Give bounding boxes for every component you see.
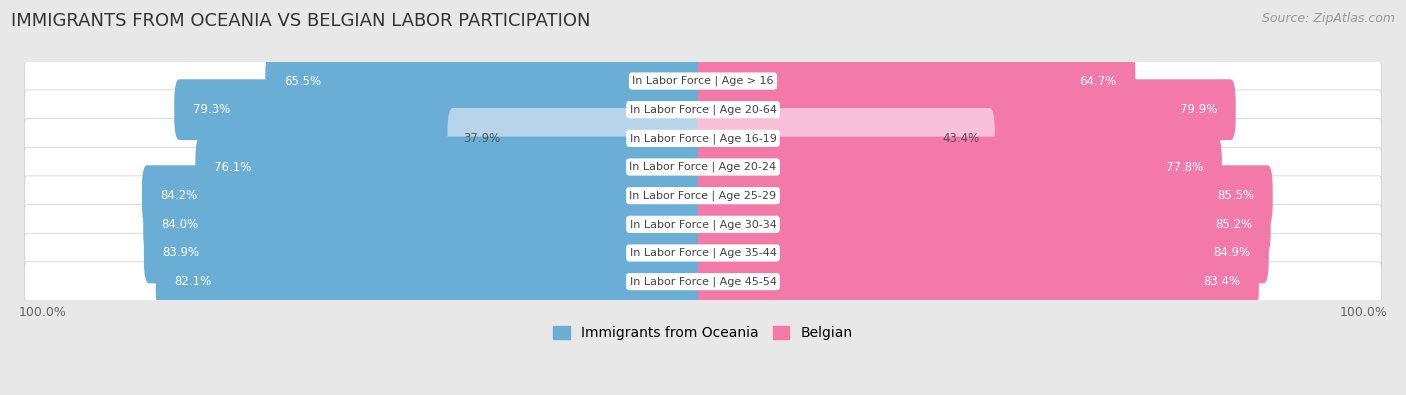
FancyBboxPatch shape	[697, 251, 1258, 312]
FancyBboxPatch shape	[697, 137, 1222, 198]
FancyBboxPatch shape	[24, 176, 1382, 215]
Text: 43.4%: 43.4%	[942, 132, 980, 145]
Text: 65.5%: 65.5%	[284, 75, 321, 88]
Text: 77.8%: 77.8%	[1166, 160, 1204, 173]
FancyBboxPatch shape	[24, 262, 1382, 301]
Text: IMMIGRANTS FROM OCEANIA VS BELGIAN LABOR PARTICIPATION: IMMIGRANTS FROM OCEANIA VS BELGIAN LABOR…	[11, 12, 591, 30]
Text: 83.9%: 83.9%	[162, 246, 200, 260]
Text: 84.0%: 84.0%	[162, 218, 198, 231]
FancyBboxPatch shape	[143, 194, 709, 255]
FancyBboxPatch shape	[142, 165, 709, 226]
FancyBboxPatch shape	[697, 165, 1272, 226]
FancyBboxPatch shape	[174, 79, 709, 140]
Text: 85.5%: 85.5%	[1218, 189, 1254, 202]
FancyBboxPatch shape	[24, 90, 1382, 130]
FancyBboxPatch shape	[266, 51, 709, 111]
FancyBboxPatch shape	[697, 223, 1268, 283]
Text: 84.2%: 84.2%	[160, 189, 198, 202]
Text: In Labor Force | Age 20-64: In Labor Force | Age 20-64	[630, 104, 776, 115]
Text: 83.4%: 83.4%	[1204, 275, 1240, 288]
Text: 85.2%: 85.2%	[1215, 218, 1253, 231]
FancyBboxPatch shape	[697, 51, 1136, 111]
Text: Source: ZipAtlas.com: Source: ZipAtlas.com	[1261, 12, 1395, 25]
Text: In Labor Force | Age 35-44: In Labor Force | Age 35-44	[630, 248, 776, 258]
Legend: Immigrants from Oceania, Belgian: Immigrants from Oceania, Belgian	[548, 321, 858, 346]
FancyBboxPatch shape	[24, 233, 1382, 273]
Text: 76.1%: 76.1%	[214, 160, 252, 173]
Text: 84.9%: 84.9%	[1213, 246, 1250, 260]
Text: In Labor Force | Age 30-34: In Labor Force | Age 30-34	[630, 219, 776, 229]
FancyBboxPatch shape	[24, 147, 1382, 187]
FancyBboxPatch shape	[156, 251, 709, 312]
FancyBboxPatch shape	[24, 61, 1382, 101]
Text: 79.9%: 79.9%	[1180, 103, 1218, 116]
Text: 79.3%: 79.3%	[193, 103, 231, 116]
Text: In Labor Force | Age 45-54: In Labor Force | Age 45-54	[630, 276, 776, 287]
FancyBboxPatch shape	[195, 137, 709, 198]
Text: 37.9%: 37.9%	[463, 132, 501, 145]
FancyBboxPatch shape	[697, 194, 1271, 255]
FancyBboxPatch shape	[24, 118, 1382, 158]
FancyBboxPatch shape	[697, 108, 995, 169]
Text: In Labor Force | Age > 16: In Labor Force | Age > 16	[633, 76, 773, 86]
Text: In Labor Force | Age 16-19: In Labor Force | Age 16-19	[630, 133, 776, 144]
FancyBboxPatch shape	[143, 223, 709, 283]
FancyBboxPatch shape	[447, 108, 709, 169]
Text: In Labor Force | Age 25-29: In Labor Force | Age 25-29	[630, 190, 776, 201]
FancyBboxPatch shape	[24, 205, 1382, 244]
FancyBboxPatch shape	[697, 79, 1236, 140]
Text: 82.1%: 82.1%	[174, 275, 211, 288]
Text: 64.7%: 64.7%	[1080, 75, 1116, 88]
Text: In Labor Force | Age 20-24: In Labor Force | Age 20-24	[630, 162, 776, 172]
